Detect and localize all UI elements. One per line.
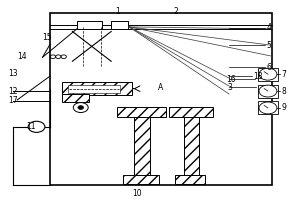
- Bar: [111, 21, 128, 29]
- Text: 3: 3: [228, 83, 232, 92]
- Text: 7: 7: [281, 70, 286, 79]
- Circle shape: [78, 106, 84, 109]
- Bar: [62, 94, 89, 102]
- Text: 8: 8: [281, 87, 286, 96]
- Bar: [77, 21, 102, 29]
- Text: 12: 12: [8, 87, 18, 96]
- Text: 17: 17: [8, 96, 18, 105]
- Text: 6: 6: [266, 63, 271, 72]
- Text: 11: 11: [26, 122, 36, 131]
- Text: 1: 1: [116, 7, 120, 16]
- Bar: [134, 116, 150, 175]
- Text: 14: 14: [17, 52, 27, 61]
- Bar: [258, 101, 278, 114]
- Bar: [184, 116, 199, 175]
- Text: A: A: [158, 83, 163, 92]
- Text: 5: 5: [266, 41, 271, 50]
- Bar: [176, 175, 205, 184]
- Bar: [117, 107, 167, 117]
- Circle shape: [28, 121, 45, 132]
- Circle shape: [259, 85, 277, 97]
- Text: 18: 18: [253, 72, 262, 81]
- Circle shape: [73, 103, 88, 113]
- Text: 2: 2: [174, 7, 178, 16]
- Bar: [68, 85, 120, 93]
- Circle shape: [259, 102, 277, 114]
- Circle shape: [259, 68, 277, 80]
- Bar: [123, 175, 159, 184]
- Text: 4: 4: [266, 23, 271, 32]
- Text: 10: 10: [132, 189, 142, 198]
- Bar: [169, 107, 213, 117]
- Bar: [258, 68, 278, 81]
- Text: 13: 13: [8, 69, 18, 78]
- Text: 16: 16: [226, 75, 236, 84]
- Text: 9: 9: [281, 103, 286, 112]
- Text: 15: 15: [43, 33, 52, 42]
- Bar: [62, 82, 132, 95]
- Bar: [258, 85, 278, 98]
- Bar: [50, 13, 272, 185]
